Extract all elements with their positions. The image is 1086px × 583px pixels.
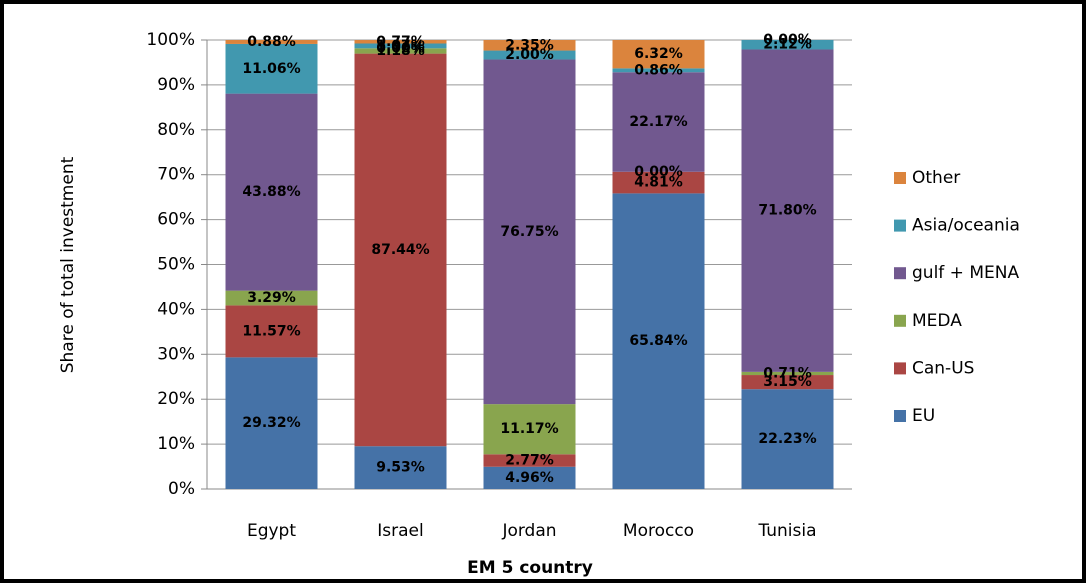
- bar-segment: [741, 371, 834, 376]
- bar-segment: [225, 40, 318, 44]
- bar-segment: [612, 68, 705, 73]
- x-tick-label: Egypt: [247, 521, 296, 541]
- bar-segment: [483, 40, 576, 51]
- y-tick-label: 30%: [157, 344, 195, 364]
- bar-segment: [225, 357, 318, 489]
- y-tick-label: 40%: [157, 299, 195, 319]
- legend-label: gulf + MENA: [912, 263, 1019, 283]
- y-tick-label: 20%: [157, 389, 195, 409]
- data-label: 2.35%: [505, 37, 554, 53]
- legend-label: Other: [912, 168, 960, 188]
- data-label: 1.18%: [376, 43, 425, 59]
- bar-segment: [741, 49, 834, 372]
- bar-segment: [483, 50, 576, 60]
- legend-label: Asia/oceania: [912, 216, 1020, 236]
- bar-segment: [612, 171, 705, 194]
- data-label: 76.75%: [500, 224, 558, 240]
- bar-segment: [612, 40, 705, 69]
- bar-segment: [741, 389, 834, 489]
- data-label: 22.23%: [758, 431, 816, 447]
- data-label: 11.17%: [500, 421, 558, 437]
- data-label: 22.17%: [629, 114, 687, 130]
- data-label: 65.84%: [629, 333, 687, 349]
- data-label: 2.00%: [505, 47, 554, 63]
- bar-segment: [741, 39, 834, 50]
- bar-segment: [483, 466, 576, 489]
- bar-segment: [483, 404, 576, 455]
- x-tick-label: Jordan: [501, 521, 556, 541]
- data-label: 0.71%: [763, 365, 812, 381]
- data-label: 2.12%: [763, 37, 812, 53]
- bar-segment: [612, 193, 705, 489]
- bar-segment: [741, 375, 834, 390]
- bar-segment: [225, 93, 318, 291]
- data-label: 87.44%: [371, 242, 429, 258]
- bar-segment: [354, 40, 447, 44]
- data-label: 3.29%: [247, 290, 296, 306]
- data-label: 3.15%: [763, 374, 812, 390]
- data-label: 4.96%: [505, 470, 554, 486]
- data-label: 2.77%: [505, 453, 554, 469]
- data-label: 11.57%: [242, 323, 300, 339]
- legend-swatch: [894, 314, 906, 327]
- bar-segment: [225, 290, 318, 306]
- y-axis-label: Share of total investment: [58, 156, 78, 373]
- y-tick-label: 60%: [157, 210, 195, 230]
- legend-label: EU: [912, 406, 935, 426]
- bar-segment: [483, 59, 576, 405]
- data-label: 0.00%: [634, 164, 683, 180]
- legend-swatch: [894, 362, 906, 375]
- data-label: 0.77%: [376, 34, 425, 50]
- data-label: 0.86%: [634, 62, 683, 78]
- y-tick-label: 10%: [157, 434, 195, 454]
- y-tick-label: 90%: [157, 75, 195, 95]
- data-label: 29.32%: [242, 415, 300, 431]
- y-tick-label: 0%: [168, 479, 195, 499]
- bar-segment: [483, 454, 576, 467]
- bar-segment: [354, 48, 447, 54]
- y-tick-label: 100%: [146, 30, 195, 50]
- data-label: 43.88%: [242, 184, 300, 200]
- data-label: 9.53%: [376, 460, 425, 476]
- y-tick-label: 80%: [157, 120, 195, 140]
- legend-label: Can-US: [912, 358, 974, 378]
- data-label: 11.06%: [242, 61, 300, 77]
- x-tick-label: Tunisia: [757, 521, 816, 541]
- x-axis-label: EM 5 country: [467, 558, 593, 578]
- x-tick-label: Morocco: [623, 521, 694, 541]
- legend-swatch: [894, 219, 906, 232]
- legend-swatch: [894, 410, 906, 422]
- data-label: 0.00%: [376, 40, 425, 56]
- bar-segment: [354, 446, 447, 489]
- data-label: 0.00%: [763, 32, 812, 48]
- y-tick-label: 50%: [157, 255, 195, 275]
- bar-segment: [612, 72, 705, 172]
- legend-swatch: [894, 267, 906, 280]
- y-tick-label: 70%: [157, 165, 195, 185]
- bar-segment: [225, 43, 318, 94]
- bar-segment: [225, 305, 318, 358]
- data-label: 4.81%: [634, 175, 683, 191]
- legend-label: MEDA: [912, 311, 962, 331]
- data-label: 1.07%: [376, 38, 425, 54]
- data-label: 71.80%: [758, 203, 816, 219]
- bar-segment: [354, 43, 447, 49]
- bar-segment: [354, 53, 447, 447]
- legend-swatch: [894, 172, 906, 184]
- data-label: 6.32%: [634, 46, 683, 62]
- x-tick-label: Israel: [377, 521, 423, 541]
- data-label: 0.88%: [247, 34, 296, 50]
